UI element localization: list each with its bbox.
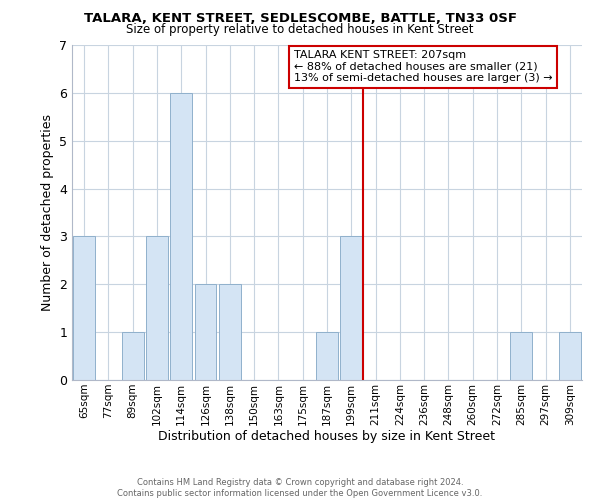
- Bar: [122, 332, 143, 380]
- Bar: [73, 236, 95, 380]
- X-axis label: Distribution of detached houses by size in Kent Street: Distribution of detached houses by size …: [158, 430, 496, 444]
- Text: Size of property relative to detached houses in Kent Street: Size of property relative to detached ho…: [126, 22, 474, 36]
- Text: TALARA KENT STREET: 207sqm
← 88% of detached houses are smaller (21)
13% of semi: TALARA KENT STREET: 207sqm ← 88% of deta…: [294, 50, 553, 83]
- Bar: [194, 284, 217, 380]
- Bar: [219, 284, 241, 380]
- Bar: [316, 332, 338, 380]
- Y-axis label: Number of detached properties: Number of detached properties: [41, 114, 53, 311]
- Bar: [340, 236, 362, 380]
- Bar: [170, 93, 192, 380]
- Bar: [559, 332, 581, 380]
- Bar: [511, 332, 532, 380]
- Text: TALARA, KENT STREET, SEDLESCOMBE, BATTLE, TN33 0SF: TALARA, KENT STREET, SEDLESCOMBE, BATTLE…: [83, 12, 517, 26]
- Text: Contains HM Land Registry data © Crown copyright and database right 2024.
Contai: Contains HM Land Registry data © Crown c…: [118, 478, 482, 498]
- Bar: [146, 236, 168, 380]
